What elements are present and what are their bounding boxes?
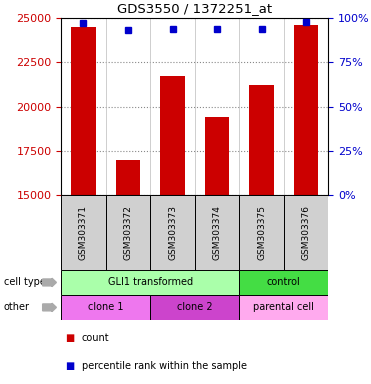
Bar (150, 195, 195, 270)
Bar (239, 195, 284, 270)
Text: GSM303373: GSM303373 (168, 205, 177, 260)
Text: ■: ■ (65, 361, 74, 371)
Bar (116, 160, 140, 195)
Text: GSM303374: GSM303374 (213, 205, 221, 260)
Text: GSM303372: GSM303372 (124, 205, 132, 260)
Bar (249, 85, 274, 195)
Text: clone 1: clone 1 (88, 302, 124, 313)
Text: GLI1 transformed: GLI1 transformed (108, 277, 193, 288)
Text: clone 2: clone 2 (177, 302, 213, 313)
Text: cell type: cell type (4, 277, 46, 288)
Text: GSM303375: GSM303375 (257, 205, 266, 260)
Bar (294, 25, 318, 195)
Text: parental cell: parental cell (253, 302, 314, 313)
Bar (239, 295, 328, 320)
Bar (61, 195, 106, 270)
Text: GSM303371: GSM303371 (79, 205, 88, 260)
Text: ■: ■ (65, 333, 74, 343)
Text: control: control (267, 277, 301, 288)
Title: GDS3550 / 1372251_at: GDS3550 / 1372251_at (117, 2, 272, 15)
Text: GSM303376: GSM303376 (302, 205, 311, 260)
Bar (61, 270, 239, 295)
Bar (284, 195, 328, 270)
Bar (71, 27, 96, 195)
Text: count: count (82, 333, 109, 343)
Bar (205, 117, 229, 195)
Bar (239, 270, 328, 295)
Bar (160, 76, 185, 195)
Bar (106, 195, 150, 270)
Bar (150, 295, 239, 320)
Bar (195, 195, 239, 270)
Text: percentile rank within the sample: percentile rank within the sample (82, 361, 247, 371)
Text: other: other (4, 302, 30, 313)
Bar (61, 295, 150, 320)
